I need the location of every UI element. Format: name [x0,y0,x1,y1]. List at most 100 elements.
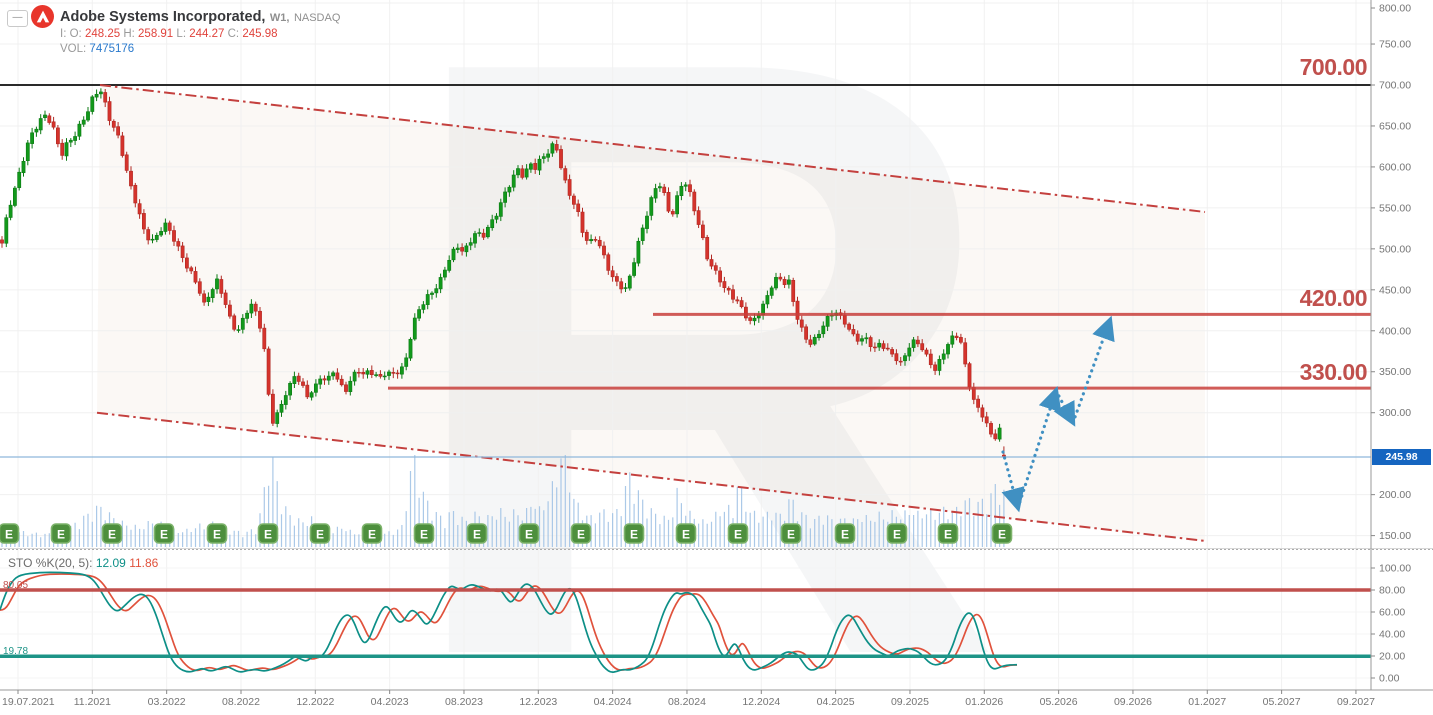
svg-text:0.00: 0.00 [1379,673,1400,685]
svg-text:650.00: 650.00 [1379,120,1411,132]
sto-lower-level-label: 19.78 [3,646,29,657]
svg-text:11.2021: 11.2021 [74,696,111,708]
svg-text:550.00: 550.00 [1379,202,1411,214]
svg-text:100.00: 100.00 [1379,563,1411,575]
broker-watermark: R [392,0,1006,715]
svg-text:01.2027: 01.2027 [1188,696,1226,708]
svg-text:750.00: 750.00 [1379,39,1411,51]
svg-text:80.00: 80.00 [1379,585,1405,597]
high-label: H: [123,28,135,40]
svg-text:03.2022: 03.2022 [148,696,186,708]
svg-text:E: E [368,528,376,542]
svg-text:E: E [944,528,952,542]
close-label: C: [227,28,240,40]
level-label-330[interactable]: 330.00 [1299,359,1368,385]
symbol-name: Adobe Systems Incorporated, [60,9,266,25]
svg-text:E: E [160,528,168,542]
svg-text:19.07.2021: 19.07.2021 [2,696,55,708]
current-price-badge: 245.98 [1372,449,1431,465]
svg-text:12.2024: 12.2024 [742,696,780,708]
svg-text:08.2022: 08.2022 [222,696,260,708]
channel-shading [97,84,1205,541]
adobe-logo-icon [31,5,54,28]
svg-text:04.2023: 04.2023 [371,696,409,708]
svg-text:E: E [57,528,65,542]
timeframe-label: W1, [269,12,290,24]
svg-text:E: E [525,528,533,542]
svg-text:01.2026: 01.2026 [965,696,1003,708]
svg-text:12.2023: 12.2023 [519,696,557,708]
vol-value: 7475176 [89,43,135,55]
svg-text:400.00: 400.00 [1379,325,1411,337]
forecast-path[interactable] [1001,315,1115,513]
svg-text:20.00: 20.00 [1379,651,1405,663]
svg-text:150.00: 150.00 [1379,530,1411,542]
low-label: L: [176,28,187,40]
svg-text:E: E [213,528,221,542]
vol-label: VOL: [60,43,87,55]
level-label-420[interactable]: 420.00 [1299,285,1368,311]
svg-text:E: E [5,528,13,542]
svg-text:05.2026: 05.2026 [1040,696,1078,708]
instrument-title[interactable]: Adobe Systems Incorporated, W1, NASDAQ [60,8,340,26]
level-lines[interactable] [0,83,1371,390]
svg-text:E: E [787,528,795,542]
sto-upper-level-label: 80.05 [3,580,29,591]
close-value: 245.98 [242,28,278,40]
sto-d-value: 11.86 [129,556,159,570]
sto-k-value: 12.09 [95,556,126,570]
svg-text:E: E [473,528,481,542]
open-value: 248.25 [84,28,121,40]
svg-text:E: E [420,528,428,542]
svg-text:04.2024: 04.2024 [594,696,632,708]
level-label-700[interactable]: 700.00 [1299,54,1368,80]
stochastic-legend[interactable]: STO %K(20, 5): 12.09 11.86 [8,556,158,570]
sto-axis[interactable]: 100.00 80.00 60.00 40.00 20.00 0.00 [1371,563,1411,685]
trendlines[interactable] [96,83,1206,542]
price-axis[interactable]: 800.00 750.00 700.00 650.00 600.00 550.00 500.… [1371,3,1411,543]
svg-text:700.00: 700.00 [1379,79,1411,91]
stochastic-panel[interactable] [0,571,1371,673]
exchange-label: NASDAQ [293,12,341,24]
svg-text:09.2026: 09.2026 [1114,696,1152,708]
svg-text:09.2025: 09.2025 [891,696,929,708]
svg-text:800.00: 800.00 [1379,3,1411,15]
svg-text:E: E [841,528,849,542]
svg-text:08.2023: 08.2023 [445,696,483,708]
volume-readout: VOL: 7475176 [60,43,134,55]
svg-text:E: E [998,528,1006,542]
svg-text:500.00: 500.00 [1379,243,1411,255]
i-label: I: [60,28,67,40]
svg-text:450.00: 450.00 [1379,284,1411,296]
candles-layer[interactable] [0,88,1006,459]
svg-text:60.00: 60.00 [1379,607,1405,619]
low-value: 244.27 [189,28,225,40]
svg-text:E: E [264,528,272,542]
time-axis[interactable]: 19.07.2021 11.2021 03.2022 08.2022 12.2022 04… [2,690,1375,708]
svg-text:12.2022: 12.2022 [296,696,334,708]
svg-text:08.2024: 08.2024 [668,696,706,708]
open-label: O: [69,28,82,40]
svg-text:E: E [734,528,742,542]
svg-text:E: E [108,528,116,542]
svg-text:E: E [630,528,638,542]
high-value: 258.91 [138,28,174,40]
svg-text:40.00: 40.00 [1379,629,1405,641]
svg-text:E: E [316,528,324,542]
svg-text:09.2027: 09.2027 [1337,696,1375,708]
svg-text:200.00: 200.00 [1379,489,1411,501]
svg-text:E: E [682,528,690,542]
adobe-a-glyph [36,10,49,23]
sto-name: STO %K(20, 5): [8,556,93,570]
svg-text:350.00: 350.00 [1379,366,1411,378]
svg-text:E: E [577,528,585,542]
svg-text:600.00: 600.00 [1379,161,1411,173]
collapse-button[interactable]: — [7,10,28,27]
svg-text:04.2025: 04.2025 [817,696,855,708]
svg-text:05.2027: 05.2027 [1263,696,1301,708]
ohlc-readout: I: O: 248.25 H: 258.91 L: 244.27 C: 245.… [60,28,278,40]
svg-text:300.00: 300.00 [1379,407,1411,419]
